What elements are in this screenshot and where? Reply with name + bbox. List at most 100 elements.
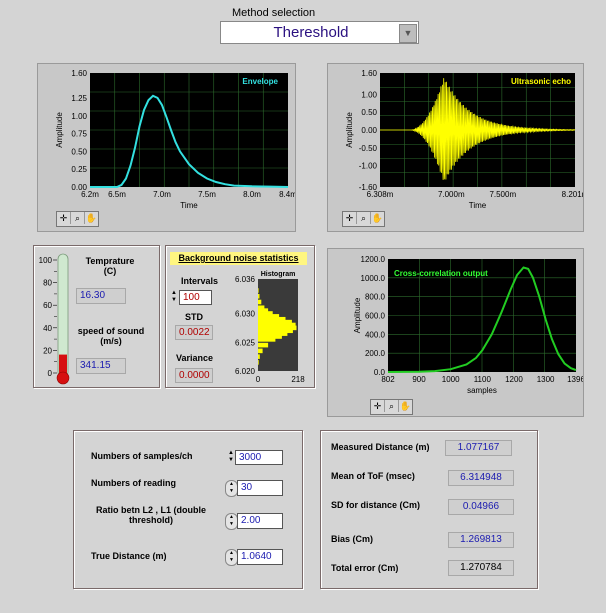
histogram-title: Histogram bbox=[261, 271, 296, 278]
y-tick-label: -1.00 bbox=[359, 162, 378, 171]
envelope-chart-panel: 0.00 0.25 0.50 0.75 1.00 1.25 1.60 6.2m 6.5m 7.0m… bbox=[37, 63, 297, 232]
y-tick-label: 0.00 bbox=[71, 183, 87, 192]
x-tick-label: 1000 bbox=[442, 375, 460, 384]
true-distance-input[interactable]: 1.0640 bbox=[237, 549, 283, 565]
variance-label: Variance bbox=[176, 353, 214, 363]
x-tick-label: 7.0m bbox=[153, 190, 171, 199]
y-tick-label: 1.25 bbox=[71, 94, 87, 103]
histogram-bar bbox=[258, 288, 259, 293]
graph-palette[interactable]: ✛ ⌕ ✋ bbox=[342, 211, 385, 227]
xcorr-series-line bbox=[387, 266, 577, 373]
histogram-bar bbox=[258, 319, 292, 325]
envelope-series-line bbox=[90, 94, 289, 188]
histogram-bar bbox=[258, 316, 286, 322]
temperature-title: Temprature (C) bbox=[85, 256, 135, 276]
sd-distance-label: SD for distance (Cm) bbox=[331, 500, 421, 510]
thermometer-tick-label: 0 bbox=[48, 369, 53, 378]
intervals-label: Intervals bbox=[181, 276, 219, 286]
y-tick-label: 400.0 bbox=[365, 330, 386, 339]
x-tick-label: 7.500m bbox=[489, 190, 516, 199]
x-tick-label: 802 bbox=[381, 375, 395, 384]
distance-stepper[interactable]: ▲ ▼ bbox=[225, 549, 238, 566]
hand-icon[interactable]: ✋ bbox=[399, 401, 412, 411]
histogram-bar bbox=[258, 337, 276, 342]
parameters-panel: Numbers of samples/ch ▲ ▼ 3000 Numbers of… bbox=[73, 430, 303, 589]
xcorr-chart: 0.0 200.0 400.0 600.0 800.0 1000.0 1200.0 802 90… bbox=[353, 255, 585, 395]
speed-of-sound-label: speed of sound (m/s) bbox=[77, 326, 145, 346]
xcorr-chart-title: Cross-correlation output bbox=[394, 269, 488, 278]
envelope-chart: 0.00 0.25 0.50 0.75 1.00 1.25 1.60 6.2m 6.5m 7.0m… bbox=[55, 69, 297, 210]
thermometer-tick-label: 40 bbox=[43, 324, 52, 333]
histogram-bar bbox=[258, 328, 293, 334]
method-selection-dropdown[interactable]: Thereshold ▼ bbox=[220, 21, 419, 44]
graph-palette[interactable]: ✛ ⌕ ✋ bbox=[56, 211, 99, 227]
hand-icon[interactable]: ✋ bbox=[371, 213, 384, 223]
histogram-bar bbox=[258, 311, 273, 316]
bias-label: Bias (Cm) bbox=[331, 534, 374, 544]
histogram-bar bbox=[258, 305, 265, 311]
x-tick-label: 1396 bbox=[567, 375, 583, 384]
graph-palette[interactable]: ✛ ⌕ ✋ bbox=[370, 399, 413, 415]
histogram-bar bbox=[258, 348, 263, 354]
x-tick-label: 1100 bbox=[474, 375, 492, 384]
echo-chart: -1.60 -1.00 -0.50 0.00 0.50 1.00 1.60 6.308m 7.0… bbox=[345, 69, 589, 210]
std-value: 0.0022 bbox=[175, 325, 213, 340]
y-tick-label: 800.0 bbox=[365, 293, 386, 302]
histogram-bar bbox=[258, 334, 282, 339]
std-label: STD bbox=[185, 312, 203, 322]
total-error-value: 1.270784 bbox=[448, 560, 514, 576]
x-axis-label: Time bbox=[469, 201, 487, 210]
zoom-icon[interactable]: ⌕ bbox=[357, 212, 371, 224]
samples-label: Numbers of samples/ch bbox=[91, 451, 193, 461]
reading-label: Numbers of reading bbox=[91, 478, 177, 488]
y-tick-label: 1.60 bbox=[71, 69, 87, 78]
samples-input[interactable]: 3000 bbox=[235, 450, 283, 465]
crosshair-icon[interactable]: ✛ bbox=[57, 212, 71, 224]
crosshair-icon[interactable]: ✛ bbox=[343, 212, 357, 224]
zoom-icon[interactable]: ⌕ bbox=[385, 400, 399, 412]
zoom-icon[interactable]: ⌕ bbox=[71, 212, 85, 224]
x-tick-label: 6.308m bbox=[367, 190, 394, 199]
samples-stepper[interactable]: ▲ ▼ bbox=[228, 450, 234, 463]
echo-chart-panel: -1.60 -1.00 -0.50 0.00 0.50 1.00 1.60 6.308m 7.0… bbox=[327, 63, 589, 232]
chevron-down-icon[interactable]: ▼ bbox=[399, 24, 417, 43]
y-tick-label: 0.50 bbox=[71, 147, 87, 156]
y-tick-label: -1.60 bbox=[359, 183, 378, 192]
crosshair-icon[interactable]: ✛ bbox=[371, 400, 385, 412]
speed-of-sound-value: 341.15 bbox=[76, 358, 126, 374]
histogram-x-tick: 0 bbox=[256, 375, 261, 384]
ratio-input[interactable]: 2.00 bbox=[237, 513, 283, 529]
y-axis-label: Amplitude bbox=[55, 112, 64, 148]
temperature-panel: 100 80 60 40 20 0 Temprature (C) 16.30 speed … bbox=[33, 245, 160, 388]
y-tick-label: 1.00 bbox=[71, 112, 87, 121]
true-distance-label: True Distance (m) bbox=[91, 551, 167, 561]
x-tick-label: 7.000m bbox=[438, 190, 465, 199]
x-tick-label: 8.0m bbox=[243, 190, 261, 199]
histogram-x-tick: 218 bbox=[291, 375, 305, 384]
x-tick-label: 7.5m bbox=[198, 190, 216, 199]
intervals-input[interactable]: 100 bbox=[179, 290, 212, 305]
thermometer: 100 80 60 40 20 0 bbox=[39, 253, 70, 385]
x-tick-label: 1300 bbox=[537, 375, 555, 384]
histogram-bar bbox=[258, 308, 269, 313]
y-tick-label: 0.75 bbox=[71, 130, 87, 139]
x-axis-label: samples bbox=[467, 386, 497, 395]
thermometer-tick-label: 100 bbox=[39, 256, 53, 265]
noise-title: Background noise statistics bbox=[170, 252, 307, 265]
histogram-bar bbox=[258, 299, 262, 305]
hand-icon[interactable]: ✋ bbox=[85, 213, 98, 223]
reading-input[interactable]: 30 bbox=[237, 480, 283, 496]
thermometer-tick-label: 80 bbox=[43, 279, 52, 288]
measured-distance-label: Measured Distance (m) bbox=[331, 442, 430, 452]
histogram-y-tick: 6.036 bbox=[235, 275, 256, 284]
measured-distance-value: 1.077167 bbox=[445, 440, 512, 456]
thermometer-bulb bbox=[56, 371, 70, 385]
results-panel: Measured Distance (m) 1.077167 Mean of T… bbox=[320, 430, 538, 589]
histogram-bar bbox=[258, 360, 259, 365]
intervals-stepper[interactable]: ▲ ▼ bbox=[171, 290, 177, 303]
histogram-bar bbox=[258, 354, 260, 359]
bias-value: 1.269813 bbox=[448, 532, 514, 548]
total-error-label: Total error (Cm) bbox=[331, 563, 399, 573]
y-tick-label: 0.00 bbox=[361, 126, 377, 135]
